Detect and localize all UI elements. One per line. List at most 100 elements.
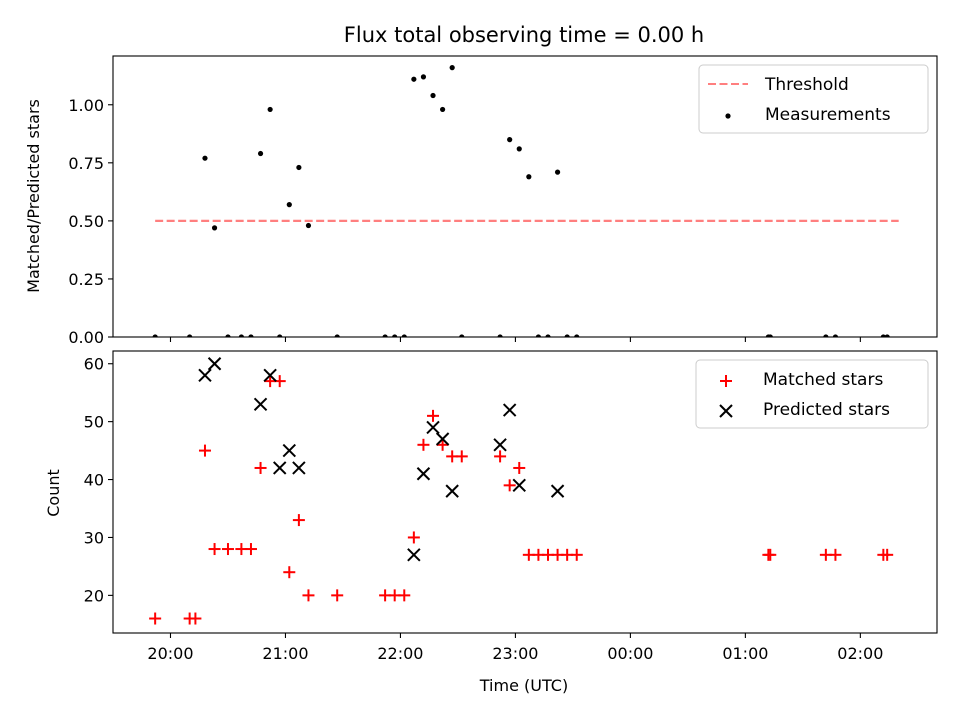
matched-stars-point [283, 566, 296, 579]
matched-stars-point [407, 531, 420, 544]
measurement-point [187, 334, 193, 337]
matched-stars-point [292, 514, 305, 527]
matched-stars-point [455, 450, 468, 463]
top-data-layer [152, 65, 899, 337]
predicted-stars-point [550, 484, 565, 498]
bottom-axes-frame [112, 350, 938, 634]
measurement-point [334, 334, 340, 337]
matched-stars-point [398, 589, 411, 602]
measurement-point [440, 106, 446, 113]
top-legend-frame [698, 64, 929, 134]
bottom-y-tick-label: 40 [84, 471, 104, 490]
measurement-point [238, 334, 244, 337]
legend-threshold-label: Threshold [764, 75, 849, 95]
matched-stars-point [494, 450, 507, 463]
legend-predicted-label: Predicted stars [763, 400, 890, 420]
measurement-point [277, 334, 283, 337]
measurement-point [225, 334, 231, 337]
measurement-point [202, 155, 208, 161]
matched-stars-point [881, 548, 894, 561]
x-tick-label: 00:00 [607, 644, 653, 663]
measurement-point [535, 334, 542, 337]
measurement-point [545, 334, 551, 337]
matched-stars-point [570, 548, 583, 561]
measurement-point [248, 334, 254, 337]
measurement-point [420, 74, 427, 80]
measurement-point [257, 150, 264, 157]
matched-stars-point [331, 589, 344, 602]
top-y-axis-label: Matched/Predicted stars [24, 99, 43, 293]
predicted-stars-point [493, 438, 507, 452]
measurement-point [767, 334, 773, 337]
measurement-point [564, 334, 570, 337]
bottom-legend-frame [695, 359, 929, 429]
bottom-y-tick-label: 20 [84, 586, 104, 605]
measurement-point [411, 76, 417, 82]
bottom-plot-area: 20 30 40 50 60 20:00 21:00 22:00 23:00 00:00 01:00… [84, 350, 938, 663]
predicted-stars-point [253, 397, 268, 411]
x-tick-label: 23:00 [492, 644, 538, 663]
matched-stars-point [503, 479, 516, 492]
matched-stars-point [149, 612, 162, 625]
measurement-point [884, 334, 890, 337]
matched-stars-point [302, 589, 315, 602]
measurement-point [823, 334, 829, 337]
bottom-data-layer [149, 357, 894, 625]
predicted-stars-point [426, 420, 440, 435]
matched-stars-point [189, 612, 202, 625]
predicted-stars-point [502, 403, 517, 417]
predicted-stars-point [198, 368, 212, 383]
legend-measurements-swatch [725, 113, 731, 119]
predicted-stars-point [407, 548, 421, 562]
x-tick-label: 21:00 [262, 644, 308, 663]
top-y-tick-label: 0.50 [68, 212, 104, 231]
measurement-point [211, 225, 218, 231]
measurement-point [574, 334, 580, 337]
bottom-y-axis-label: Count [44, 469, 63, 517]
measurement-point [516, 146, 522, 152]
legend-matched-label: Matched stars [763, 370, 883, 390]
measurement-point [459, 334, 465, 337]
measurement-point [296, 164, 302, 171]
predicted-stars-point [445, 484, 459, 498]
predicted-stars-point [512, 478, 526, 493]
matched-stars-point [254, 461, 267, 474]
measurement-point [305, 222, 312, 229]
measurement-point [267, 106, 273, 113]
predicted-stars-point [292, 461, 306, 475]
measurement-point [382, 334, 388, 337]
measurement-point [430, 92, 436, 99]
predicted-stars-point [273, 461, 287, 475]
legend-measurements-label: Measurements [765, 105, 891, 125]
matched-stars-point [208, 543, 221, 556]
top-y-tick-label: 1.00 [68, 96, 104, 115]
bottom-y-tick-label: 30 [84, 528, 104, 547]
x-tick-label: 02:00 [837, 644, 883, 663]
legend-predicted-swatch [719, 404, 733, 418]
matched-stars-point [436, 438, 449, 451]
x-tick-label: 01:00 [722, 644, 768, 663]
matched-stars-point [427, 409, 440, 422]
matched-stars-point [829, 548, 842, 561]
matched-stars-point [221, 543, 234, 556]
matched-stars-point [198, 444, 211, 457]
matched-stars-point [513, 461, 526, 474]
predicted-stars-point [207, 357, 222, 371]
chart-title: Flux total observing time = 0.00 h [344, 23, 704, 47]
measurement-point [832, 334, 839, 337]
measurement-point [880, 334, 886, 337]
measurement-point [497, 334, 503, 337]
measurement-point [554, 169, 561, 175]
measurement-point [401, 334, 407, 337]
predicted-stars-point [416, 467, 431, 481]
bottom-y-tick-label: 60 [84, 355, 104, 374]
top-legend: Threshold Measurements [698, 64, 929, 134]
measurement-point [152, 334, 158, 337]
bottom-y-tick-label: 50 [84, 413, 104, 432]
top-y-tick-label: 0.75 [68, 154, 104, 173]
top-plot-area: 0.00 0.25 0.50 0.75 1.00 [68, 55, 938, 347]
matched-stars-point [764, 548, 777, 561]
x-tick-label: 22:00 [377, 644, 423, 663]
predicted-stars-point [435, 432, 450, 446]
